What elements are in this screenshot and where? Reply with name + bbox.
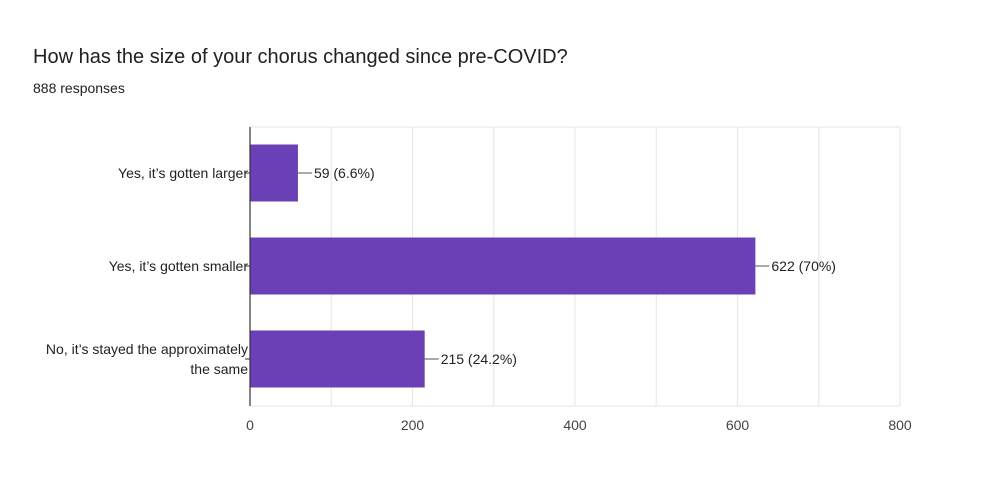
category-label: Yes, it’s gotten larger bbox=[118, 165, 248, 181]
question-title: How has the size of your chorus changed … bbox=[33, 46, 568, 68]
x-tick-label: 600 bbox=[726, 417, 750, 433]
data-label: 59 (6.6%) bbox=[314, 165, 375, 181]
category-label: Yes, it’s gotten smaller bbox=[109, 258, 249, 274]
data-label: 622 (70%) bbox=[771, 258, 836, 274]
bar bbox=[250, 330, 425, 388]
labels: 59 (6.6%) 622 (70%) 215 (24.2%) Yes, it’s g… bbox=[46, 165, 912, 433]
x-tick-label: 0 bbox=[246, 417, 254, 433]
data-label: 215 (24.2%) bbox=[441, 351, 517, 367]
category-label: No, it’s stayed the approximately the sam… bbox=[46, 341, 248, 377]
axes bbox=[245, 127, 251, 406]
x-tick-label: 800 bbox=[888, 417, 912, 433]
bar bbox=[250, 144, 298, 202]
bars bbox=[250, 144, 756, 388]
x-tick-label: 400 bbox=[563, 417, 587, 433]
response-count: 888 responses bbox=[33, 80, 125, 96]
bar bbox=[250, 237, 756, 295]
x-tick-label: 200 bbox=[401, 417, 425, 433]
